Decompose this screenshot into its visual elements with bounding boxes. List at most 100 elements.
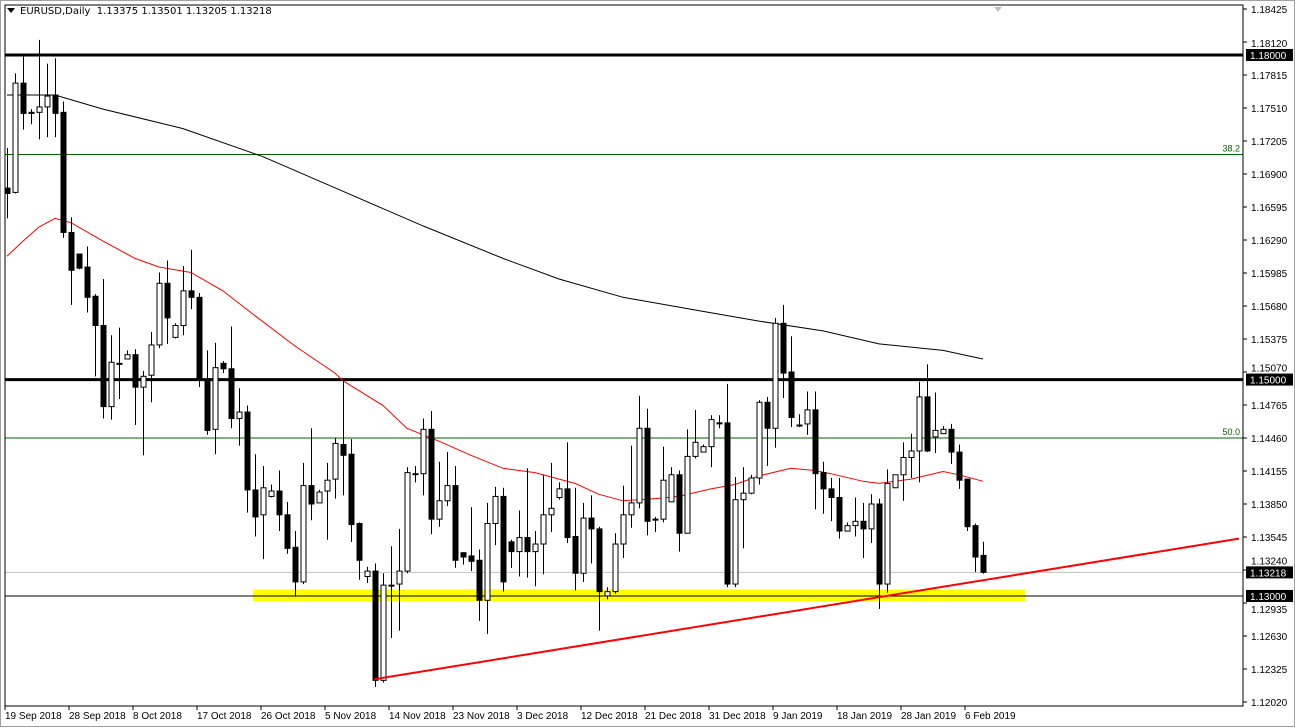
- candle: [580, 502, 587, 582]
- candle-body: [164, 282, 171, 319]
- candle-body: [828, 488, 835, 499]
- candle-body: [716, 422, 723, 425]
- candle-body: [708, 419, 715, 448]
- candle-body: [284, 514, 291, 549]
- candle: [356, 522, 363, 580]
- candle: [532, 531, 539, 587]
- candle-body: [612, 543, 619, 593]
- y-tick-label: 1.16900: [1251, 170, 1288, 181]
- y-tick-label: 1.13240: [1251, 556, 1288, 567]
- candle-body: [332, 442, 339, 480]
- candle: [132, 349, 139, 426]
- candle: [108, 335, 115, 420]
- candle: [404, 467, 411, 574]
- candle: [100, 278, 107, 419]
- candle-body: [508, 541, 515, 553]
- candle-body: [116, 362, 123, 365]
- candle: [716, 415, 723, 429]
- y-tick-label: 1.15070: [1251, 364, 1288, 375]
- candle: [588, 495, 595, 564]
- price-tag-label: 1.18000: [1250, 51, 1287, 62]
- candle-body: [676, 474, 683, 534]
- candle-body: [124, 354, 131, 360]
- candle: [596, 526, 603, 631]
- candle: [380, 573, 387, 683]
- candle: [508, 539, 515, 568]
- candle-body: [772, 322, 779, 429]
- x-tick-label: 5 Nov 2018: [325, 711, 377, 722]
- candle-body: [852, 520, 859, 527]
- candle: [740, 467, 747, 549]
- candle-body: [908, 450, 915, 458]
- candle: [556, 482, 563, 500]
- candle-body: [396, 570, 403, 585]
- y-tick-label: 1.15375: [1251, 335, 1288, 346]
- candle-body: [148, 344, 155, 376]
- candle: [316, 489, 323, 504]
- y-tick-label: 1.18425: [1251, 5, 1288, 16]
- candle-body: [516, 537, 523, 553]
- candle: [604, 587, 611, 600]
- candle-body: [172, 324, 179, 338]
- candle-body: [452, 485, 459, 561]
- candle: [196, 293, 203, 388]
- candle: [60, 101, 67, 238]
- candle: [500, 487, 507, 592]
- candle-body: [308, 485, 315, 505]
- candle: [236, 388, 243, 446]
- candle: [468, 507, 475, 572]
- candle-body: [60, 111, 67, 233]
- triangle-down-icon[interactable]: [7, 8, 15, 13]
- candle-body: [980, 554, 987, 573]
- candle: [548, 462, 555, 533]
- candle: [868, 494, 875, 543]
- candle: [12, 73, 19, 194]
- y-tick-label: 1.14155: [1251, 467, 1288, 478]
- candle: [676, 470, 683, 552]
- candle-body: [748, 477, 755, 494]
- candle-body: [140, 375, 147, 388]
- candle-body: [300, 485, 307, 583]
- candle-body: [812, 409, 819, 475]
- candle-body: [660, 479, 667, 520]
- candle-body: [732, 499, 739, 585]
- candle: [68, 217, 75, 305]
- y-tick-label: 1.18120: [1251, 39, 1288, 50]
- candle-body: [556, 488, 563, 499]
- candle: [204, 350, 211, 435]
- candle-body: [220, 362, 227, 370]
- candle: [348, 439, 355, 542]
- candle-body: [52, 94, 59, 114]
- candle-body: [596, 528, 603, 593]
- candle: [164, 260, 171, 344]
- candle-body: [756, 401, 763, 479]
- x-tick-label: 28 Sep 2018: [69, 711, 126, 722]
- candle: [844, 522, 851, 532]
- y-tick-label: 1.17205: [1251, 137, 1288, 148]
- y-tick-label: 1.17815: [1251, 71, 1288, 82]
- candle-body: [572, 535, 579, 574]
- candle: [828, 478, 835, 522]
- y-tick-label: 1.15680: [1251, 302, 1288, 313]
- candle: [636, 395, 643, 509]
- price-tag-label: 1.13000: [1250, 592, 1287, 603]
- candle: [340, 379, 347, 496]
- candle: [324, 462, 331, 540]
- candle: [260, 466, 267, 560]
- candle: [396, 528, 403, 631]
- candle-body: [244, 411, 251, 491]
- candle: [116, 327, 123, 400]
- candle: [332, 438, 339, 499]
- candle: [652, 516, 659, 533]
- chart-title: EURUSD,Daily 1.13375 1.13501 1.13205 1.1…: [7, 6, 272, 17]
- candle: [820, 461, 827, 514]
- candle-body: [12, 82, 19, 193]
- fib-level-label: 50.0: [1222, 427, 1240, 437]
- candle: [308, 428, 315, 521]
- candle-body: [460, 552, 467, 558]
- candle-body: [740, 492, 747, 501]
- candle-body: [196, 296, 203, 381]
- candle: [644, 408, 651, 536]
